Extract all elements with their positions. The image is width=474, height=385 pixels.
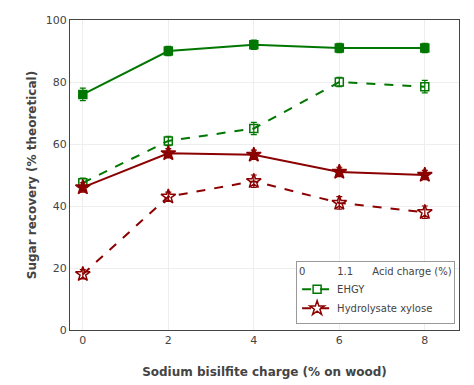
svg-text:Sugar recovery (% theoretical): Sugar recovery (% theoretical): [25, 71, 39, 279]
svg-text:60: 60: [53, 138, 67, 151]
svg-text:EHGY: EHGY: [337, 284, 365, 295]
svg-text:0: 0: [60, 324, 67, 337]
svg-text:6: 6: [336, 334, 343, 347]
svg-text:100: 100: [46, 14, 67, 27]
svg-text:20: 20: [53, 262, 67, 275]
svg-text:80: 80: [53, 76, 67, 89]
svg-text:0: 0: [79, 334, 86, 347]
svg-text:40: 40: [53, 200, 67, 213]
svg-text:2: 2: [165, 334, 172, 347]
svg-text:Hydrolysate xylose: Hydrolysate xylose: [337, 303, 432, 314]
svg-text:Sodium bisilfite charge (% on: Sodium bisilfite charge (% on wood): [142, 365, 387, 379]
svg-text:4: 4: [250, 334, 257, 347]
svg-text:8: 8: [421, 334, 428, 347]
svg-text:0 1.1 Acid charg: 0 1.1 Acid charge (%): [299, 266, 452, 277]
